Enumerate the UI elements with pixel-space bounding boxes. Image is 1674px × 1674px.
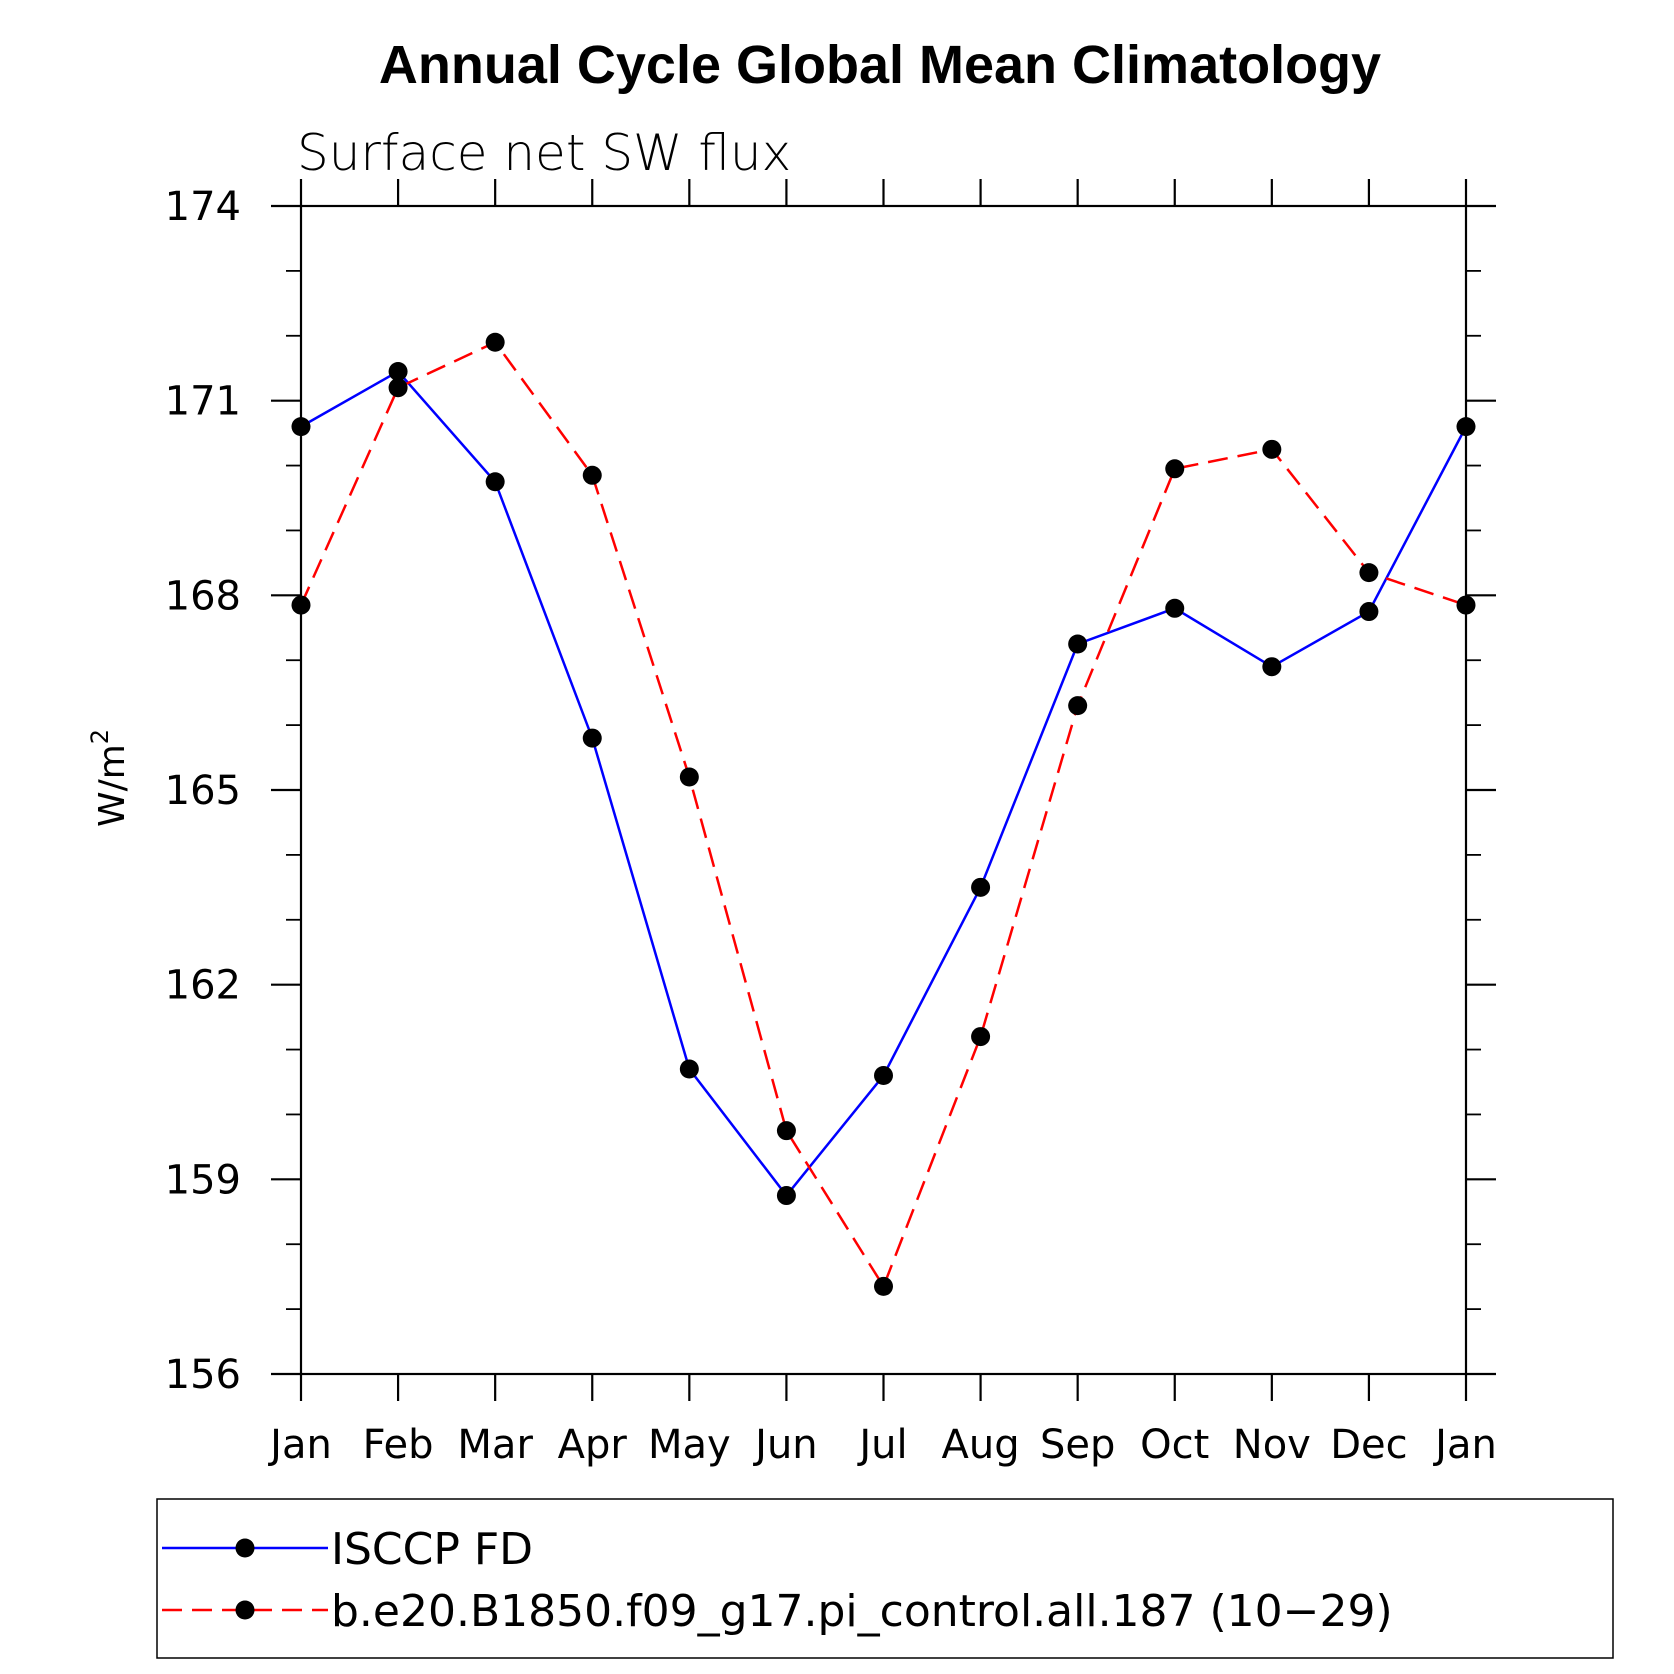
series-1-point: [776, 1186, 796, 1206]
x-tick-label: Apr: [558, 1422, 628, 1468]
series-1-point: [1068, 634, 1088, 654]
series-1-point: [874, 1066, 893, 1086]
y-tick-label: 162: [165, 963, 241, 1009]
series-2-point: [388, 378, 408, 398]
plot-axes: Jan Feb Mar Apr May Jun Jul Aug Sep Oct Nov Dec Jan 1…: [165, 179, 1497, 1468]
y-axis-label: W/m2: [86, 729, 133, 827]
y-tick-label: 168: [165, 573, 241, 619]
y-tick-label: 174: [165, 184, 241, 230]
series-2-point: [1359, 563, 1379, 583]
legend-label-2: b.e20.B1850.f09_g17.pi_control.all.187 (…: [331, 1586, 1393, 1637]
series-1-point: [1165, 598, 1185, 618]
series-2-point: [582, 465, 602, 485]
series-1-point: [485, 472, 505, 492]
series-2-point: [291, 595, 311, 615]
x-tick-label: Dec: [1330, 1422, 1407, 1468]
legend-marker-2: [235, 1600, 255, 1620]
legend-label-1: ISCCP FD: [331, 1524, 533, 1575]
series-layer: [291, 332, 1476, 1296]
x-tick-label: May: [648, 1422, 731, 1468]
series-1-point: [971, 877, 991, 897]
series-1-point: [1359, 602, 1379, 622]
series-1-point: [1262, 657, 1282, 677]
x-tick-label: Jan: [1432, 1422, 1497, 1468]
series-1-point: [679, 1059, 699, 1079]
series-2-point: [679, 767, 699, 787]
y-tick-label: 171: [165, 379, 241, 425]
series-1-point: [582, 728, 602, 748]
series-2-point: [1068, 696, 1088, 716]
chart-title: Annual Cycle Global Mean Climatology: [379, 35, 1381, 95]
legend-box: [156, 1498, 1614, 1659]
series-1-point: [291, 417, 311, 437]
series-2-point: [776, 1121, 796, 1141]
x-tick-label: Jun: [752, 1422, 818, 1468]
y-tick-label: 159: [165, 1157, 241, 1203]
x-tick-label: Oct: [1140, 1422, 1209, 1468]
chart-subtitle: Surface net SW flux: [297, 124, 791, 182]
legend-marker-1: [235, 1538, 255, 1558]
x-tick-label: Sep: [1040, 1422, 1115, 1468]
series-2-point: [485, 332, 505, 352]
series-2-point: [874, 1276, 893, 1296]
y-tick-label: 165: [165, 768, 241, 814]
x-tick-label: Feb: [363, 1422, 434, 1468]
series-2-point: [1165, 459, 1185, 479]
x-tick-label: Jan: [267, 1422, 332, 1468]
series-2-point: [1456, 595, 1476, 615]
series-line-2: [299, 340, 1467, 1290]
series-1-point: [388, 361, 408, 381]
plot-frame: [299, 204, 1468, 1376]
legend: ISCCP FD b.e20.B1850.f09_g17.pi_control.a…: [156, 1498, 1614, 1659]
x-tick-label: Jul: [856, 1422, 907, 1468]
series-2-point: [1262, 439, 1282, 459]
x-tick-label: Mar: [457, 1422, 533, 1468]
y-tick-label: 156: [165, 1352, 241, 1398]
series-2-point: [971, 1027, 991, 1047]
x-tick-label: Nov: [1233, 1422, 1311, 1468]
series-1-point: [1456, 417, 1476, 437]
x-tick-label: Aug: [942, 1422, 1020, 1468]
